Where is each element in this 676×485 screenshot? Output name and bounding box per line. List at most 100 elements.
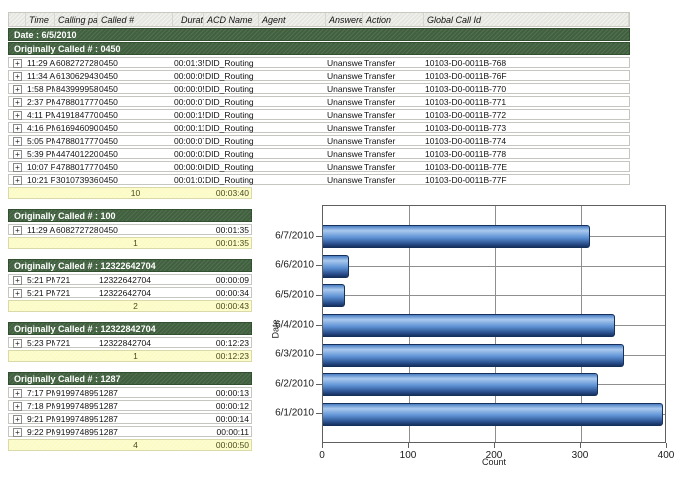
group-total-duration: 00:01:35 <box>215 238 249 248</box>
answered-cell: Unanswered <box>327 122 363 133</box>
calls-by-date-chart: Date 0 100 200 300 400 6/7/2010 6/6/2010 6/5/20… <box>270 195 675 483</box>
call-detail-row: + 10:21 PM 3010739363 0450 00:01:02 DID_… <box>8 174 630 185</box>
global-call-id-cell: 10103-D0-0011B-773 <box>425 122 507 133</box>
expand-row-icon[interactable]: + <box>13 149 22 159</box>
expand-row-icon[interactable]: + <box>13 71 22 81</box>
answered-cell: Unanswered <box>327 57 363 68</box>
action-cell: Transfer <box>364 161 396 172</box>
duration-cell: 00:00:06 <box>174 161 204 172</box>
action-cell: Transfer <box>364 135 396 146</box>
duration-cell: 00:00:07 <box>174 135 204 146</box>
calling-party-cell: 9199748952 <box>56 400 98 411</box>
action-cell: Transfer <box>364 57 396 68</box>
called-number-cell: 12322642704 <box>99 287 152 298</box>
acd-name-cell: DID_Routing <box>205 70 254 81</box>
expand-row-icon[interactable]: + <box>13 123 22 133</box>
calling-party-cell: 721 <box>56 287 71 298</box>
group-summary-row: 1 00:01:35 <box>8 237 252 249</box>
time-cell: 1:58 PM <box>27 83 55 94</box>
originally-called-group-band[interactable]: Originally Called # : 1287 <box>8 372 252 385</box>
chart-bar-6-6-2010 <box>323 254 349 278</box>
expand-row-icon[interactable]: + <box>13 427 22 437</box>
expand-row-icon[interactable]: + <box>13 338 22 348</box>
calling-party-cell: 9199748952 <box>56 426 98 437</box>
x-tick-label: 400 <box>657 450 675 461</box>
expand-row-icon[interactable]: + <box>13 136 22 146</box>
column-header-calling[interactable]: Calling party # <box>55 13 98 26</box>
expand-row-icon[interactable]: + <box>13 97 22 107</box>
column-header-acd[interactable]: ACD Name <box>204 13 259 26</box>
column-header-gid[interactable]: Global Call Id <box>424 13 629 26</box>
x-tick-label: 100 <box>399 450 417 461</box>
time-cell: 11:34 AM <box>27 70 55 81</box>
acd-name-cell: DID_Routing <box>205 135 254 146</box>
x-tick-label: 0 <box>319 450 325 461</box>
called-number-cell: 0450 <box>99 135 118 146</box>
time-cell: 5:23 PM <box>27 337 55 348</box>
expand-row-icon[interactable]: + <box>13 162 22 172</box>
column-header-action[interactable]: Action <box>363 13 424 26</box>
column-header-time[interactable]: Time <box>26 13 55 26</box>
group-total-duration: 00:03:40 <box>215 188 249 198</box>
called-number-cell: 0450 <box>99 122 118 133</box>
time-cell: 10:21 PM <box>27 174 55 185</box>
chart-bar-6-7-2010 <box>323 225 590 249</box>
originally-called-group-band[interactable]: Originally Called # : 0450 <box>8 42 630 55</box>
calling-party-cell: 8439999581 <box>56 83 98 94</box>
called-number-cell: 0450 <box>99 161 118 172</box>
duration-cell: 00:00:03 <box>174 148 204 159</box>
action-cell: Transfer <box>364 70 396 81</box>
originally-called-group-band[interactable]: Originally Called # : 12322842704 <box>8 322 252 335</box>
y-axis-tick <box>316 235 322 237</box>
call-group: Originally Called # : 12322642704 + 5:21… <box>8 259 630 312</box>
calling-party-cell: 3010739363 <box>56 174 98 185</box>
x-tick-label: 300 <box>571 450 589 461</box>
group-call-count: 4 <box>133 440 138 450</box>
calling-party-cell: 6082727287 <box>56 224 98 235</box>
duration-cell: 00:00:12 <box>215 400 249 411</box>
duration-cell: 00:00:11 <box>174 122 204 133</box>
expand-row-icon[interactable]: + <box>13 110 22 120</box>
duration-cell: 00:01:02 <box>174 174 204 185</box>
calling-party-cell: 6082727287 <box>56 57 98 68</box>
calling-party-cell: 6130629432 <box>56 70 98 81</box>
originally-called-group-band[interactable]: Originally Called # : 12322642704 <box>8 259 252 272</box>
expand-row-icon[interactable]: + <box>13 175 22 185</box>
chart-bar-6-2-2010 <box>323 373 599 397</box>
originally-called-group-band[interactable]: Originally Called # : 100 <box>8 209 252 222</box>
expand-row-icon[interactable]: + <box>13 401 22 411</box>
answered-cell: Unanswered <box>327 174 363 185</box>
x-tick-label: 200 <box>485 450 503 461</box>
column-header-dur[interactable]: Duration <box>173 13 204 26</box>
x-axis-tick <box>494 443 495 448</box>
expand-row-icon[interactable]: + <box>13 225 22 235</box>
column-header-agent[interactable]: Agent <box>259 13 326 26</box>
expand-row-icon[interactable]: + <box>13 275 22 285</box>
chart-plot-area <box>322 205 666 443</box>
x-axis-tick <box>580 443 581 448</box>
called-number-cell: 1287 <box>99 400 118 411</box>
group-call-count: 1 <box>133 351 138 361</box>
expand-row-icon[interactable]: + <box>13 84 22 94</box>
group-call-count: 2 <box>133 301 138 311</box>
global-call-id-cell: 10103-D0-0011B-768 <box>425 57 507 68</box>
expand-row-icon[interactable]: + <box>13 388 22 398</box>
column-header-answered[interactable]: Answered <box>326 13 363 26</box>
column-header-called[interactable]: Called # <box>98 13 173 26</box>
call-detail-row: + 5:21 PM 721 12322642704 00:00:09 <box>8 274 252 285</box>
expand-row-icon[interactable]: + <box>13 288 22 298</box>
date-group-band[interactable]: Date : 6/5/2010 <box>8 28 630 41</box>
duration-cell: 00:00:15 <box>174 109 204 120</box>
acd-name-cell: DID_Routing <box>205 96 254 107</box>
expand-row-icon[interactable]: + <box>13 414 22 424</box>
calling-party-cell: 4191847701 <box>56 109 98 120</box>
acd-name-cell: DID_Routing <box>205 57 254 68</box>
column-header-expand[interactable] <box>9 13 26 26</box>
action-cell: Transfer <box>364 122 396 133</box>
calling-party-cell: 9199748952 <box>56 413 98 424</box>
y-axis-tick <box>316 383 322 385</box>
expand-row-icon[interactable]: + <box>13 58 22 68</box>
call-detail-row: + 11:34 AM 6130629432 0450 00:00:09 DID_… <box>8 70 630 81</box>
